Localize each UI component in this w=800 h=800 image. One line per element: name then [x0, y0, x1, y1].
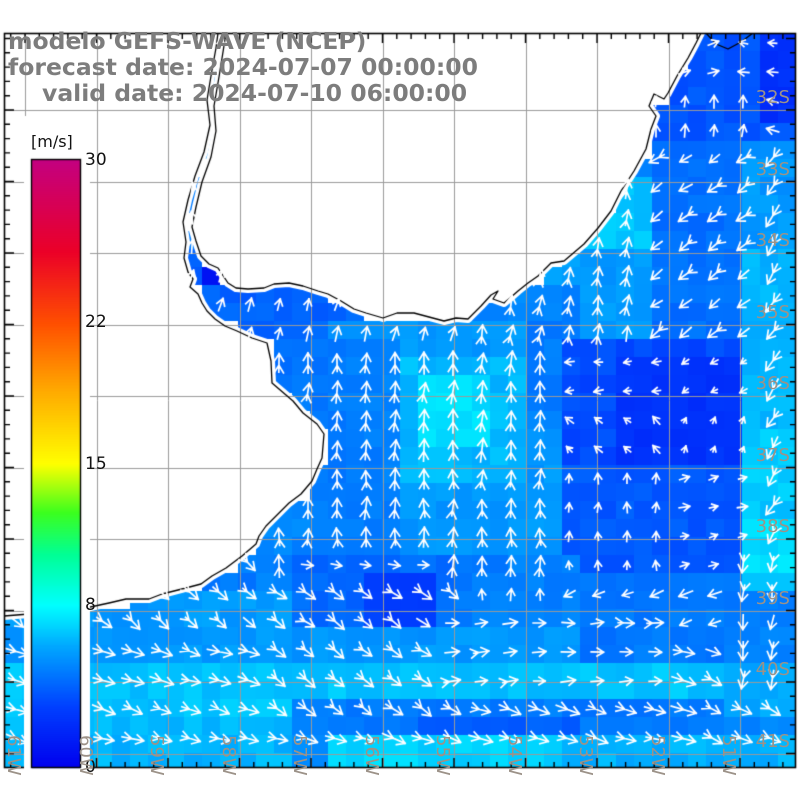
lat-label-38S: 38S — [755, 516, 790, 537]
lon-label-59W: 59W — [146, 735, 167, 776]
lon-label-56W: 56W — [360, 735, 382, 776]
lon-label-52W: 52W — [646, 735, 668, 776]
colorbar-tick-22: 22 — [85, 311, 107, 332]
lat-label-33S: 33S — [755, 158, 790, 180]
title-block: modelo GEFS-WAVE (NCEP) forecast date: 2… — [8, 28, 478, 106]
colorbar-tick-30: 30 — [85, 150, 107, 170]
lat-label-41S: 41S — [755, 730, 790, 752]
lon-label-61W: 61W — [3, 735, 24, 776]
colorbar-unit-label: [m/s] — [31, 132, 73, 151]
lon-label-58W: 58W — [217, 735, 239, 776]
lat-label-32S: 32S — [755, 87, 790, 108]
lon-label-53W: 53W — [575, 735, 596, 776]
forecast-date: forecast date: 2024-07-07 00:00:00 — [8, 53, 478, 81]
lon-label-54W: 54W — [503, 735, 525, 776]
lat-label-40S: 40S — [755, 659, 790, 680]
lat-label-36S: 36S — [755, 373, 790, 394]
colorbar-tick-15: 15 — [85, 453, 107, 474]
lat-label-34S: 34S — [755, 230, 790, 251]
lon-label-51W: 51W — [718, 735, 739, 776]
lat-label-37S: 37S — [755, 444, 790, 466]
colorbar-tick-0: 0 — [85, 757, 96, 777]
valid-date: valid date: 2024-07-10 06:00:00 — [42, 79, 468, 107]
lon-label-60W: 60W — [74, 735, 96, 776]
lon-label-55W: 55W — [432, 735, 453, 776]
colorbar-tick-8: 8 — [85, 595, 96, 616]
lat-label-39S: 39S — [755, 587, 790, 609]
lon-label-57W: 57W — [289, 735, 310, 776]
model-title: modelo GEFS-WAVE (NCEP) — [8, 27, 367, 55]
lat-label-35S: 35S — [755, 301, 790, 323]
